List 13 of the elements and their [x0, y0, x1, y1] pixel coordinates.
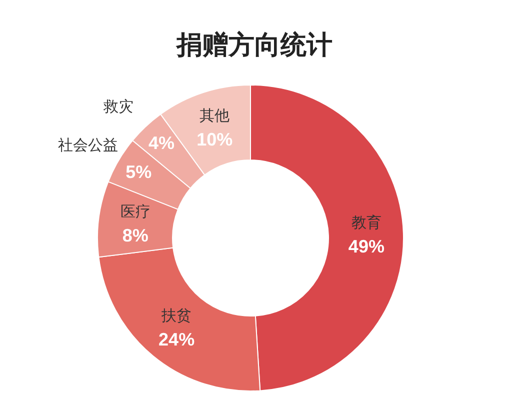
data-label: 24% — [158, 329, 195, 350]
data-label: 8% — [122, 225, 148, 246]
slice-label: 教育 — [351, 213, 382, 232]
slice-label: 救灾 — [102, 97, 134, 116]
data-label: 10% — [196, 130, 233, 150]
slice-label: 其他 — [200, 106, 230, 125]
data-label: 49% — [348, 236, 384, 256]
slice-label: 医疗 — [120, 202, 150, 220]
data-label: 5% — [126, 162, 152, 182]
chart-title: 捐赠方向统计 — [176, 30, 332, 60]
data-label: 4% — [148, 133, 175, 154]
slice-label: 扶贫 — [160, 306, 192, 324]
slice-label: 社会公益 — [58, 136, 118, 154]
